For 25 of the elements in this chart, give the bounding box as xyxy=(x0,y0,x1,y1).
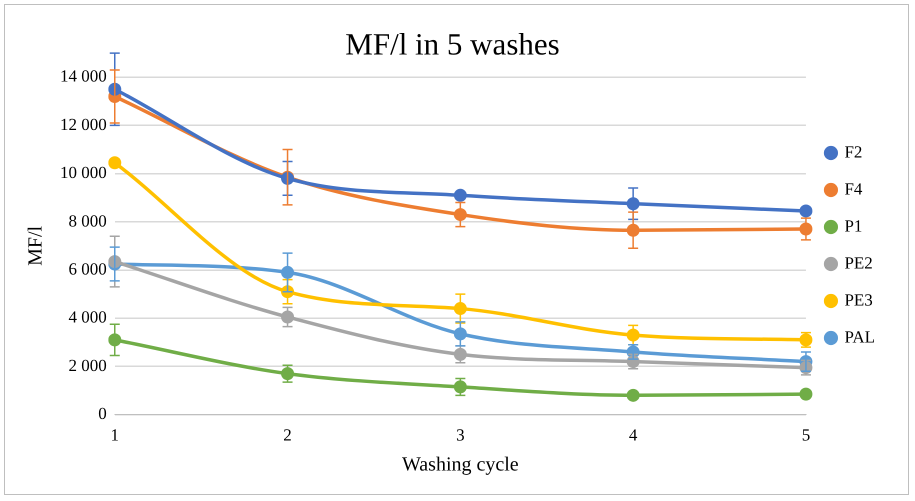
point xyxy=(454,188,467,202)
y-axis-title: MF/l xyxy=(24,225,46,266)
x-tick-label: 5 xyxy=(802,425,810,444)
x-tick-label: 3 xyxy=(456,425,465,444)
point xyxy=(108,156,122,170)
y-tick-label: 6 000 xyxy=(68,259,107,278)
legend-label: PE3 xyxy=(844,290,873,310)
legend-label: P1 xyxy=(844,216,862,236)
y-tick-label: 14 000 xyxy=(60,66,107,86)
chart-title: MF/l in 5 washes xyxy=(345,26,560,62)
y-tick-label: 10 000 xyxy=(60,163,107,182)
legend-label: PAL xyxy=(844,327,876,346)
y-tick-label: 12 000 xyxy=(60,114,107,134)
x-tick-label: 2 xyxy=(283,425,292,444)
y-tick-label: 2 000 xyxy=(68,356,107,375)
legend-label: PE2 xyxy=(844,253,873,272)
legend-label: F4 xyxy=(844,179,863,198)
y-tick-label: 0 xyxy=(98,404,107,424)
x-axis-title: Washing cycle xyxy=(402,453,519,476)
x-tick-label: 4 xyxy=(628,425,638,444)
point xyxy=(799,204,812,218)
legend-label: F2 xyxy=(844,142,862,162)
y-tick-label: 4 000 xyxy=(68,308,107,327)
x-tick-label: 1 xyxy=(110,425,119,444)
y-tick-label: 8 000 xyxy=(68,211,107,230)
